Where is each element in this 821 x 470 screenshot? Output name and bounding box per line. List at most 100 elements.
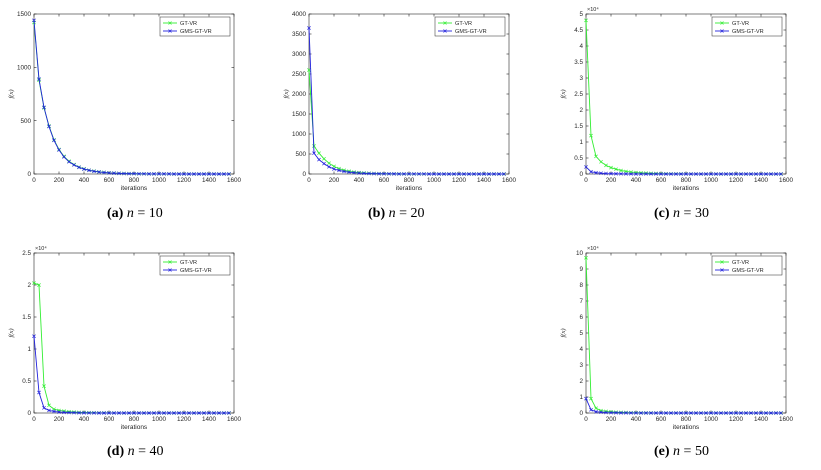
caption-b: (b) n = 20	[368, 206, 425, 221]
data-point-1	[307, 26, 311, 30]
data-point-1	[599, 410, 603, 415]
x-tick-label: 1600	[227, 416, 242, 423]
x-tick-label: 1200	[177, 177, 192, 184]
legend-box	[711, 16, 783, 37]
legend-marker-1	[720, 268, 724, 272]
data-point-1	[122, 411, 126, 415]
data-point-1	[352, 170, 356, 175]
series-line-1	[308, 27, 504, 175]
data-point-1	[659, 411, 663, 415]
data-point-1	[502, 172, 506, 176]
x-tick-label: 400	[354, 177, 365, 184]
y-axis-multiplier: ×10⁴	[587, 6, 599, 13]
x-tick-label: 1200	[177, 416, 192, 423]
y-tick-label: 2000	[292, 91, 307, 98]
y-tick-label: 1.5	[22, 314, 31, 321]
x-axis-label: iterations	[673, 185, 700, 192]
data-point-1	[477, 172, 481, 176]
data-point-1	[669, 411, 673, 415]
data-point-1	[107, 171, 111, 175]
data-point-1	[192, 172, 196, 176]
data-point-0	[317, 151, 321, 156]
data-point-0	[594, 406, 598, 411]
data-point-1	[117, 171, 121, 176]
data-point-1	[719, 172, 723, 176]
data-point-1	[639, 411, 643, 415]
data-point-1	[679, 172, 683, 176]
data-point-1	[689, 172, 693, 176]
legend-marker-1	[168, 29, 172, 33]
data-point-1	[699, 411, 703, 415]
data-point-1	[644, 411, 648, 415]
data-point-1	[734, 411, 738, 415]
caption-c: (c) n = 30	[654, 206, 709, 221]
data-point-1	[72, 163, 76, 167]
data-point-1	[397, 172, 401, 176]
data-point-1	[679, 411, 683, 415]
x-tick-label: 1000	[704, 177, 719, 184]
legend-label-1: GMS-GT-VR	[180, 29, 212, 35]
data-point-1	[769, 172, 773, 176]
y-tick-label: 4.5	[574, 27, 583, 34]
data-point-0	[619, 168, 623, 173]
y-axis-multiplier: ×10⁴	[587, 245, 599, 252]
caption-d: (d) n = 40	[107, 444, 164, 459]
x-tick-label: 1000	[152, 177, 167, 184]
data-point-1	[684, 411, 688, 415]
y-tick-label: 2.5	[574, 91, 583, 98]
data-point-1	[92, 169, 96, 174]
y-axis-label: f(x)	[560, 328, 567, 337]
x-tick-label: 1400	[202, 416, 217, 423]
data-point-1	[102, 170, 106, 175]
data-point-0	[327, 161, 331, 166]
data-point-1	[142, 171, 146, 176]
data-point-0	[307, 68, 311, 72]
data-point-1	[87, 168, 91, 173]
data-point-1	[392, 172, 396, 176]
data-point-1	[492, 172, 496, 176]
x-tick-label: 1000	[152, 416, 167, 423]
x-tick-label: 1400	[202, 177, 217, 184]
y-tick-label: 2	[27, 282, 31, 289]
data-point-1	[217, 411, 221, 415]
x-tick-label: 400	[631, 177, 642, 184]
data-point-1	[739, 411, 743, 415]
y-tick-label: 0	[579, 410, 583, 417]
data-point-1	[62, 410, 66, 415]
data-point-1	[649, 411, 653, 415]
data-point-1	[714, 411, 718, 415]
plot-frame	[585, 252, 787, 414]
legend-label-1: GMS-GT-VR	[180, 268, 212, 274]
data-point-0	[589, 396, 593, 401]
y-tick-label: 3000	[292, 51, 307, 58]
y-tick-label: 3	[579, 362, 583, 369]
x-tick-label: 600	[379, 177, 390, 184]
x-tick-label: 800	[681, 177, 692, 184]
data-point-1	[87, 411, 91, 415]
data-point-1	[634, 411, 638, 415]
x-tick-label: 1600	[779, 416, 794, 423]
x-tick-label: 1600	[502, 177, 517, 184]
data-point-1	[132, 171, 136, 176]
data-point-1	[137, 171, 141, 176]
x-tick-label: 1200	[729, 177, 744, 184]
y-tick-label: 4	[579, 43, 583, 50]
y-axis-label: f(x)	[8, 328, 15, 337]
data-point-1	[694, 411, 698, 415]
legend-label-0: GT-VR	[732, 21, 749, 27]
data-point-1	[32, 334, 36, 339]
y-tick-label: 1.5	[574, 123, 583, 130]
data-point-1	[452, 172, 456, 176]
y-axis-multiplier: ×10⁴	[35, 245, 47, 252]
data-point-1	[629, 172, 633, 176]
data-point-1	[122, 171, 126, 176]
data-point-1	[614, 410, 618, 415]
data-point-1	[759, 411, 763, 415]
data-point-1	[337, 168, 341, 173]
data-point-0	[42, 384, 46, 388]
data-point-0	[614, 410, 618, 415]
data-point-1	[77, 410, 81, 415]
data-point-1	[427, 172, 431, 176]
data-point-1	[644, 172, 648, 176]
legend-label-1: GMS-GT-VR	[455, 29, 487, 35]
